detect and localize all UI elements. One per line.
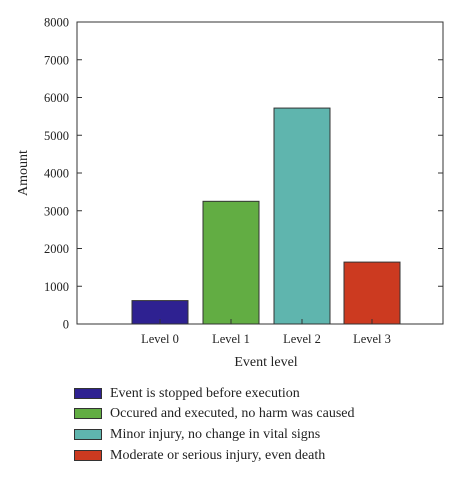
bar-level-3: [343, 261, 401, 325]
y-tick-label: 7000: [44, 53, 69, 67]
y-tick-label: 1000: [44, 280, 69, 294]
legend-label: Minor injury, no change in vital signs: [110, 426, 321, 442]
y-tick-label: 4000: [44, 167, 69, 181]
y-tick-label: 0: [63, 318, 69, 332]
bar-level-2: [273, 107, 331, 325]
legend-label: Moderate or serious injury, even death: [110, 447, 326, 463]
legend-item: Moderate or serious injury, even death: [74, 447, 325, 464]
x-tick-label: Level 2: [283, 332, 321, 346]
bar-level-1: [202, 200, 260, 325]
legend-item: Occured and executed, no harm was caused: [74, 405, 355, 422]
legend-swatch: [74, 450, 102, 461]
legend-item: Minor injury, no change in vital signs: [74, 426, 320, 443]
legend-swatch: [74, 429, 102, 440]
legend-swatch: [74, 408, 102, 419]
legend-swatch: [74, 388, 102, 399]
legend-item: Event is stopped before execution: [74, 385, 300, 402]
x-tick-label: Level 3: [353, 332, 391, 346]
x-tick-label: Level 1: [212, 332, 250, 346]
x-tick-label: Level 0: [141, 332, 179, 346]
y-tick-label: 5000: [44, 129, 69, 143]
legend-label: Event is stopped before execution: [110, 385, 300, 401]
bars: [131, 107, 401, 325]
y-axis-ticks: 0 1000 2000 3000 4000 5000 6000 7000 8000: [44, 16, 443, 332]
y-tick-label: 3000: [44, 204, 69, 218]
y-tick-label: 2000: [44, 242, 69, 256]
y-tick-label: 6000: [44, 91, 69, 105]
y-axis-title: Amount: [16, 150, 31, 196]
legend-label: Occured and executed, no harm was caused: [110, 405, 355, 421]
y-tick-label: 8000: [44, 16, 69, 30]
x-axis-title: Event level: [234, 355, 297, 370]
x-axis-ticks: Level 0 Level 1 Level 2 Level 3: [141, 319, 391, 346]
